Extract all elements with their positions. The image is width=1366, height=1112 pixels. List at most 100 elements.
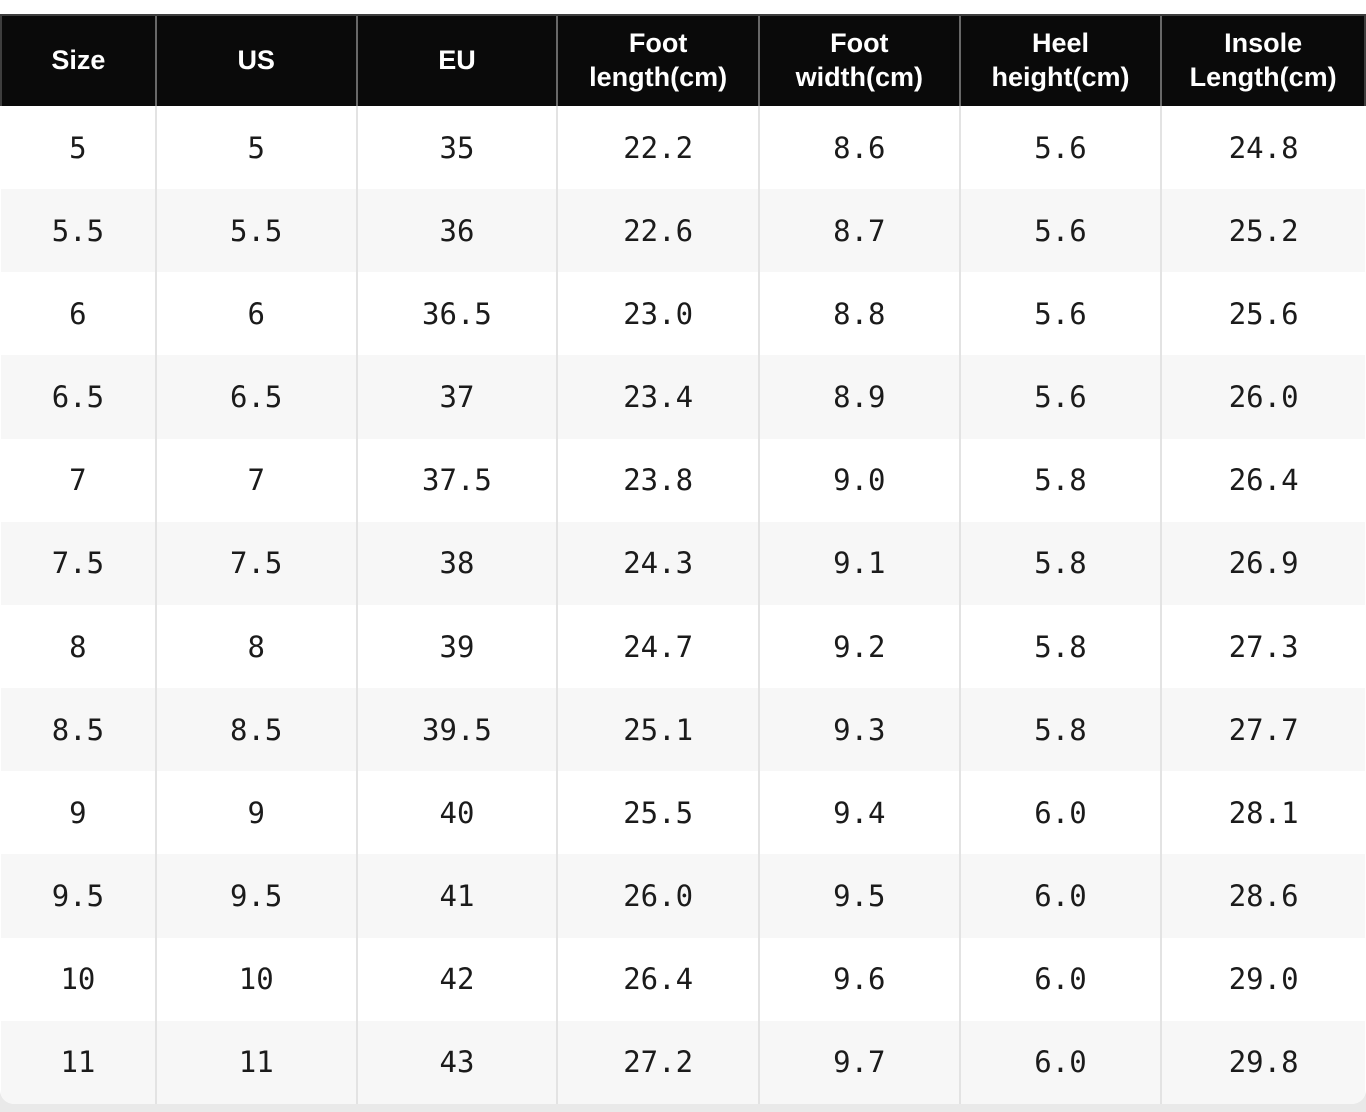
table-cell: 9.7 (757, 1020, 960, 1104)
table-cell: 6.0 (958, 771, 1162, 855)
table-row: 8 8 39 24.7 9.2 5.8 27.3 (1, 604, 1365, 689)
table-header: Size US EU Foot length(cm) Foot width(cm… (0, 14, 1366, 106)
table-row: 8.5 8.5 39.5 25.1 9.3 5.8 27.7 (1, 688, 1365, 772)
table-cell: 24.7 (556, 604, 759, 689)
table-cell: 8.5 (154, 688, 357, 772)
table-cell: 23.4 (556, 355, 759, 439)
header-row: Size US EU Foot length(cm) Foot width(cm… (0, 14, 1366, 106)
table-row: 9 9 40 25.5 9.4 6.0 28.1 (1, 771, 1365, 855)
table-cell: 23.0 (556, 272, 759, 356)
table-cell: 27.7 (1160, 688, 1365, 772)
table-cell: 9.3 (757, 688, 960, 772)
size-chart-table: Size US EU Foot length(cm) Foot width(cm… (0, 14, 1366, 1104)
table-row: 5.5 5.5 36 22.6 8.7 5.6 25.2 (1, 189, 1365, 273)
table-cell: 36 (355, 189, 558, 273)
table-cell: 5.8 (958, 438, 1162, 522)
table-cell: 11 (154, 1020, 357, 1104)
table-cell: 8.5 (51, 712, 105, 747)
table-cell: 8.6 (757, 106, 960, 190)
column-header-foot-length: Foot length(cm) (556, 14, 759, 106)
table-cell: 24.3 (556, 521, 759, 605)
table-cell: 5.8 (958, 688, 1162, 772)
table-cell: 5.5 (51, 213, 105, 248)
table-row: 7.5 7.5 38 24.3 9.1 5.8 26.9 (1, 521, 1365, 605)
column-header-insole-length: Insole Length(cm) (1160, 14, 1366, 106)
table-cell: 9 (69, 795, 87, 830)
column-header-foot-width: Foot width(cm) (757, 14, 960, 106)
table-cell: 6.0 (958, 937, 1162, 1021)
table-row: 11 11 43 27.2 9.7 6.0 29.8 (1, 1020, 1365, 1104)
table-cell: 5.5 (154, 189, 357, 273)
table-cell: 28.1 (1160, 771, 1365, 855)
table-cell: 5.6 (958, 106, 1162, 190)
table-cell: 9.1 (757, 521, 960, 605)
table-cell: 26.0 (1160, 355, 1365, 439)
table-cell: 9 (154, 771, 357, 855)
table-cell: 9.6 (757, 937, 960, 1021)
table-cell: 9.2 (757, 604, 960, 689)
table-cell: 5 (154, 106, 357, 190)
table-cell: 26.4 (556, 937, 759, 1021)
table-cell: 43 (355, 1020, 558, 1104)
table-cell: 7 (154, 438, 357, 522)
table-cell: 37 (355, 355, 558, 439)
table-cell: 5.8 (958, 604, 1162, 689)
table-cell: 24.8 (1160, 106, 1365, 190)
table-cell: 8.9 (757, 355, 960, 439)
table-cell: 29.0 (1160, 937, 1365, 1021)
table-cell: 27.2 (556, 1020, 759, 1104)
size-table-body: 5 5 35 22.2 8.6 5.6 24.8 5.5 5.5 36 22.6 8.7 5.6 25.2… (1, 106, 1365, 1104)
table-cell: 6.0 (958, 1020, 1162, 1104)
table-cell: 40 (355, 771, 558, 855)
table-cell: 39.5 (355, 688, 558, 772)
table-row: 6 6 36.5 23.0 8.8 5.6 25.6 (1, 272, 1365, 356)
table-cell: 8.7 (757, 189, 960, 273)
table-cell: 38 (355, 521, 558, 605)
table-cell: 5.6 (958, 272, 1162, 356)
size-chart-card: Size US EU Foot length(cm) Foot width(cm… (0, 14, 1366, 1104)
table-cell: 25.1 (556, 688, 759, 772)
table-cell: 25.6 (1160, 272, 1365, 356)
table-cell: 29.8 (1160, 1020, 1365, 1104)
table-cell: 37.5 (355, 438, 558, 522)
column-header-size: Size (0, 14, 156, 106)
table-cell: 9.5 (154, 854, 357, 938)
table-cell: 8 (69, 629, 87, 664)
table-row: 10 10 42 26.4 9.6 6.0 29.0 (1, 937, 1365, 1021)
table-cell: 41 (355, 854, 558, 938)
table-cell: 9.4 (757, 771, 960, 855)
table-cell: 22.2 (556, 106, 759, 190)
table-cell: 9.0 (757, 438, 960, 522)
table-cell: 22.6 (556, 189, 759, 273)
table-cell: 7 (69, 463, 87, 498)
table-cell: 9.5 (757, 854, 960, 938)
table-cell: 36.5 (355, 272, 558, 356)
table-cell: 42 (355, 937, 558, 1021)
table-cell: 28.6 (1160, 854, 1365, 938)
table-cell: 5 (69, 130, 87, 165)
table-cell: 5.6 (958, 355, 1162, 439)
table-row: 5 5 35 22.2 8.6 5.6 24.8 (1, 106, 1365, 190)
table-cell: 8.8 (757, 272, 960, 356)
table-cell: 10 (60, 962, 96, 997)
table-cell: 25.5 (556, 771, 759, 855)
table-row: 9.5 9.5 41 26.0 9.5 6.0 28.6 (1, 854, 1365, 938)
table-cell: 26.0 (556, 854, 759, 938)
table-cell: 6 (69, 296, 87, 331)
column-header-eu: EU (355, 14, 558, 106)
table-cell: 5.6 (958, 189, 1162, 273)
table-cell: 6.5 (154, 355, 357, 439)
table-cell: 6.0 (958, 854, 1162, 938)
table-cell: 6.5 (51, 380, 105, 415)
table-cell: 23.8 (556, 438, 759, 522)
table-cell: 25.2 (1160, 189, 1365, 273)
table-cell: 26.4 (1160, 438, 1365, 522)
table-cell: 5.8 (958, 521, 1162, 605)
table-cell: 6 (154, 272, 357, 356)
table-cell: 9.5 (51, 878, 105, 913)
table-cell: 39 (355, 604, 558, 689)
column-header-us: US (154, 14, 357, 106)
table-cell: 8 (154, 604, 357, 689)
column-header-heel-height: Heel height(cm) (958, 14, 1162, 106)
